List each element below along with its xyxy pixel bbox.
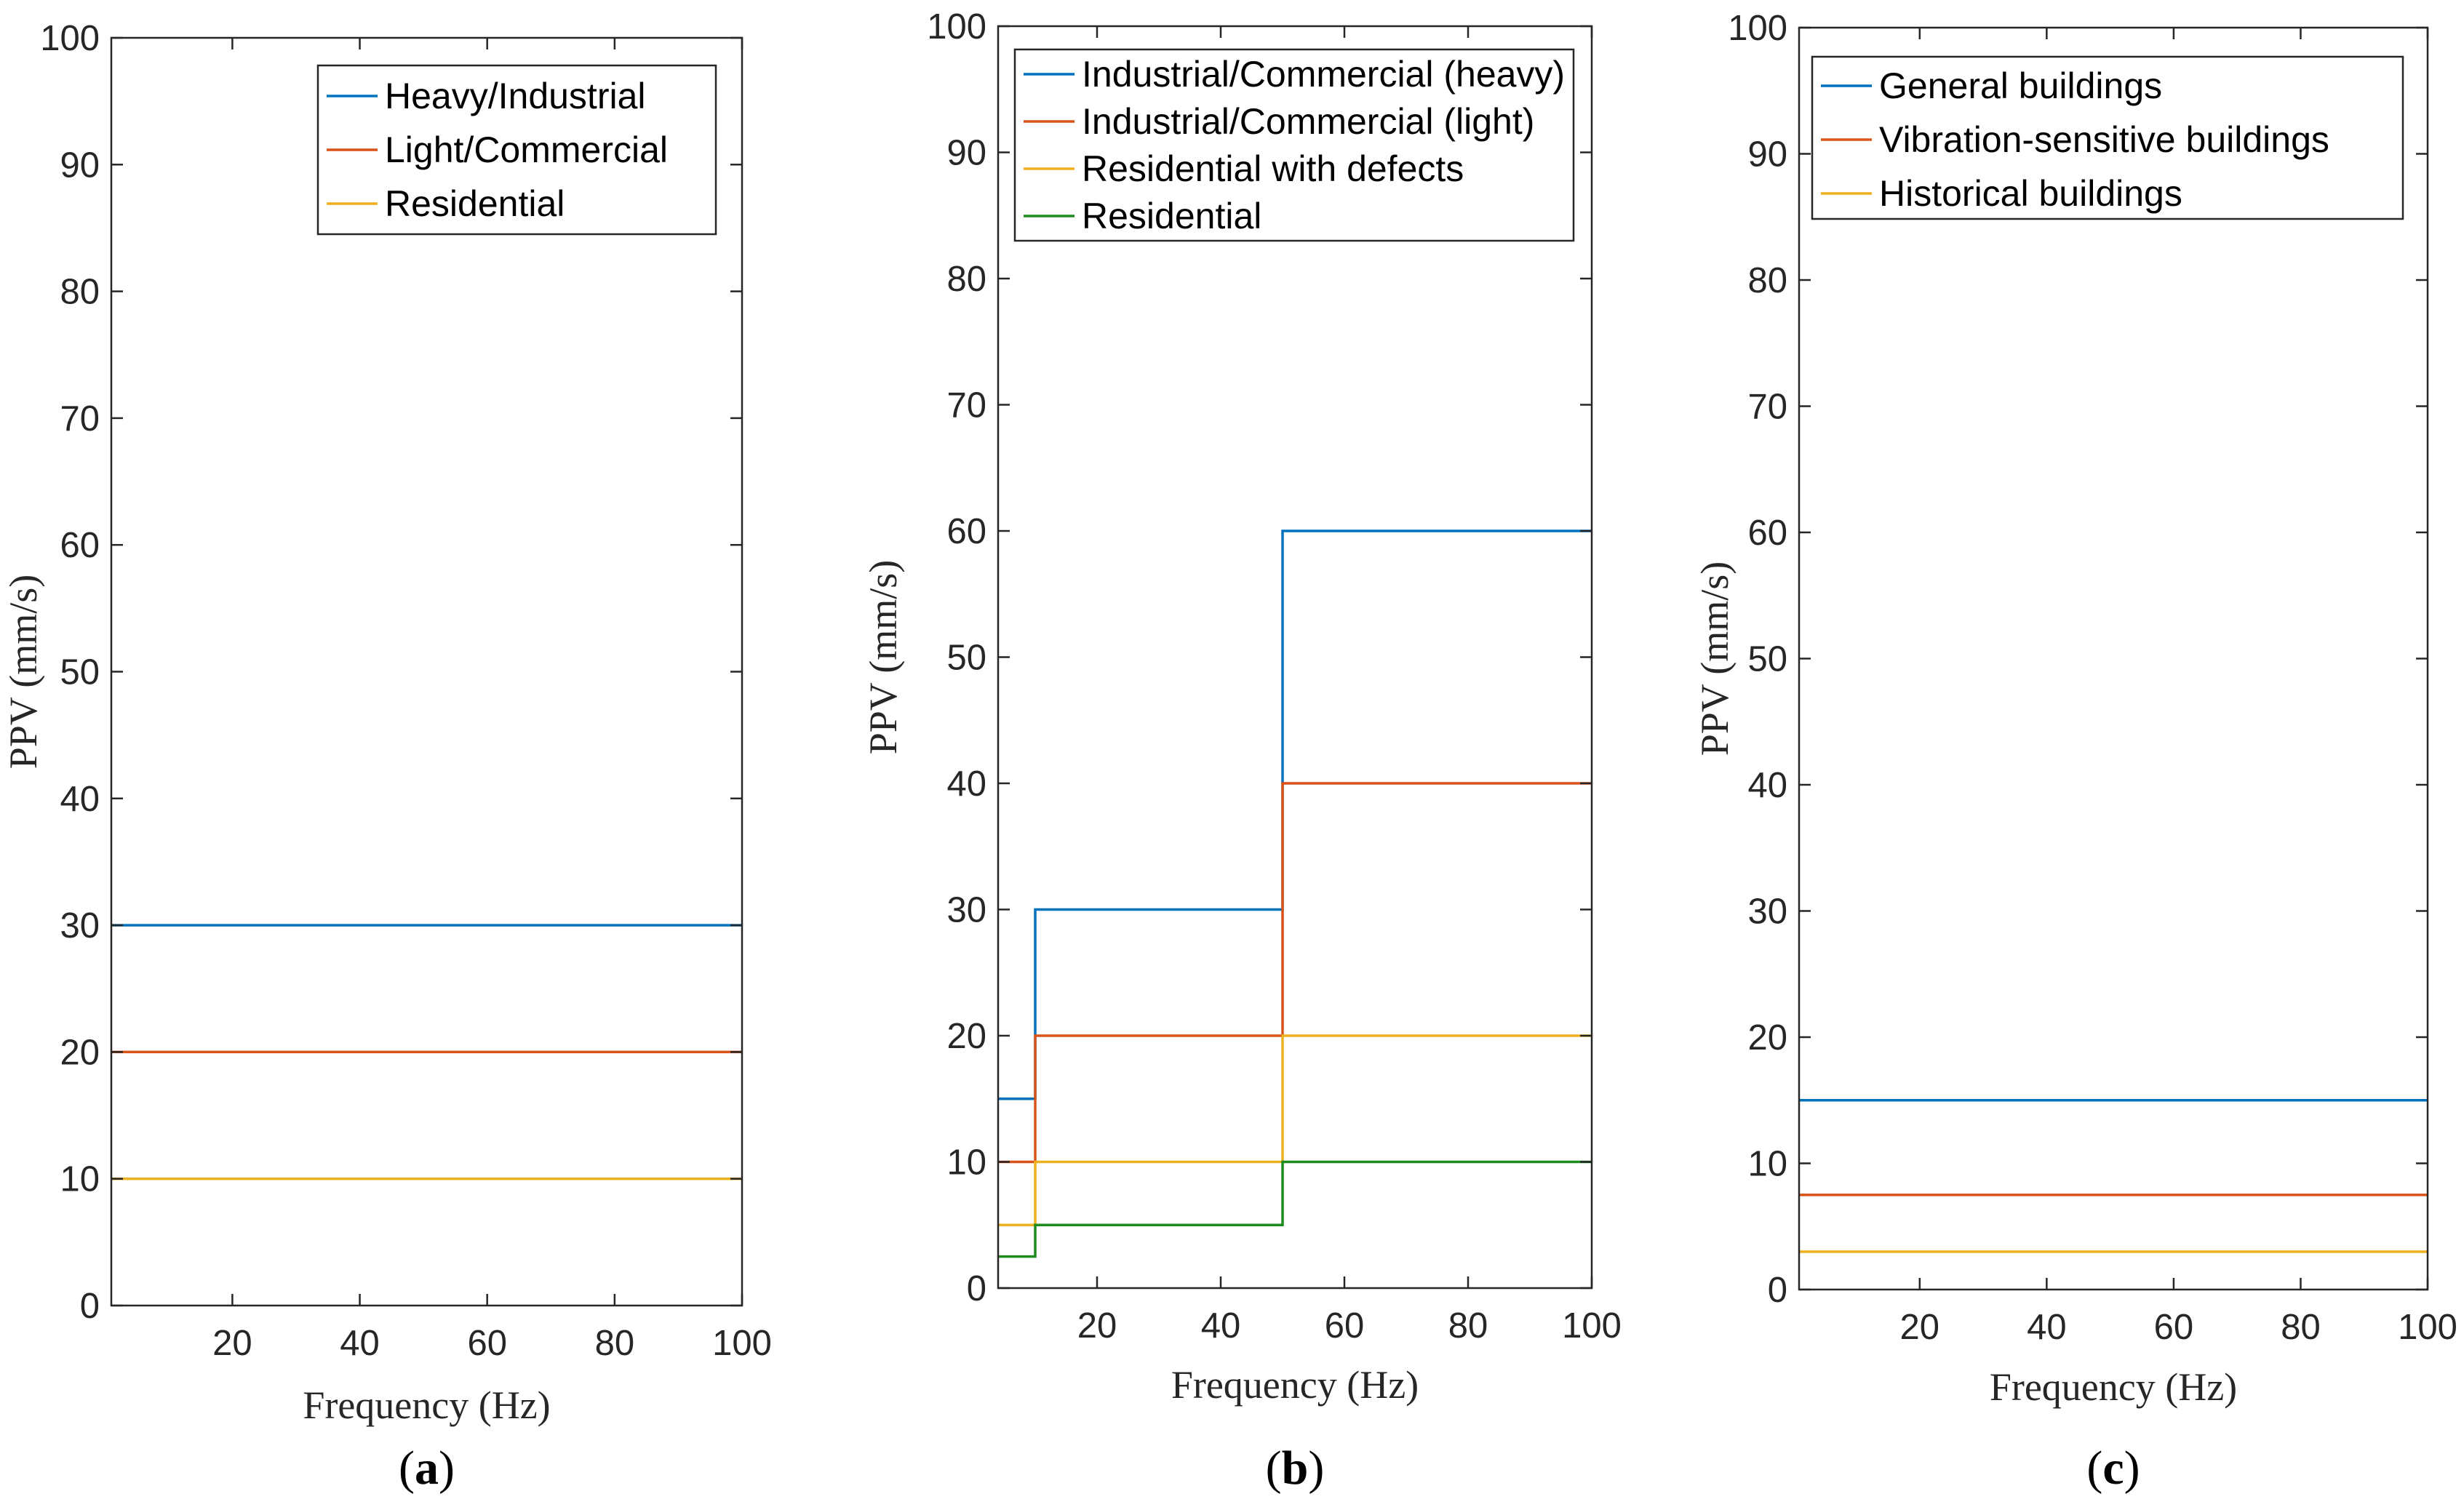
legend-entry: Historical buildings bbox=[1879, 173, 2182, 214]
y-tick-label: 30 bbox=[1747, 892, 1787, 932]
panel-caption: (c) bbox=[2086, 1442, 2140, 1495]
x-tick-label: 100 bbox=[1562, 1306, 1622, 1346]
series-line-2-2 bbox=[998, 782, 1592, 1164]
chart-panel-1: 0 10 20 30 40 50 60 70 80 90 100 20 40 60 80 100 Frequen… bbox=[1, 19, 772, 1495]
x-tick-label: 80 bbox=[2281, 1308, 2321, 1347]
x-axis-label: Frequency (Hz) bbox=[1171, 1363, 1419, 1407]
x-tick-label: 20 bbox=[1900, 1308, 1940, 1347]
y-tick-label: 40 bbox=[60, 780, 100, 819]
legend: Heavy/Industrial Light/Commercial Resident… bbox=[316, 64, 717, 236]
y-tick-label: 50 bbox=[1747, 640, 1787, 679]
chart-panel-3: 0 10 20 30 40 50 60 70 80 90 100 20 40 60 80 100 Frequen… bbox=[1693, 9, 2457, 1495]
legend-entry: Light/Commercial bbox=[385, 129, 668, 170]
x-tick-label: 60 bbox=[467, 1324, 507, 1363]
legend-entry: Residential with defects bbox=[1082, 148, 1464, 189]
y-tick-label: 70 bbox=[1747, 388, 1787, 427]
x-tick-label: 80 bbox=[1448, 1306, 1488, 1346]
legend-entry: General buildings bbox=[1879, 65, 2162, 106]
y-tick-label: 60 bbox=[946, 512, 986, 551]
panel-caption: (a) bbox=[399, 1442, 455, 1495]
panel-caption: (b) bbox=[1266, 1442, 1325, 1495]
panel-caption-letter: c bbox=[2102, 1442, 2124, 1495]
y-tick-label: 40 bbox=[1747, 766, 1787, 805]
y-tick-label: 80 bbox=[1747, 261, 1787, 300]
y-tick-label: 80 bbox=[946, 260, 986, 299]
y-axis-label: PPV (mm/s) bbox=[1693, 561, 1737, 756]
y-tick-label: 20 bbox=[60, 1033, 100, 1072]
y-tick-label: 0 bbox=[80, 1287, 100, 1326]
chart-panel-2: 0 10 20 30 40 50 60 70 80 90 100 20 40 60 80 100 Frequen… bbox=[861, 7, 1622, 1495]
y-tick-label: 70 bbox=[946, 386, 986, 425]
legend: General buildings Vibration-sensitive bui… bbox=[1811, 55, 2404, 220]
y-tick-label: 80 bbox=[60, 273, 100, 312]
legend-entry: Residential bbox=[1082, 196, 1261, 236]
y-tick-label: 40 bbox=[946, 764, 986, 804]
x-tick-label: 20 bbox=[1077, 1306, 1117, 1346]
y-tick-label: 50 bbox=[60, 653, 100, 692]
y-tick-label: 50 bbox=[946, 639, 986, 678]
y-tick-label: 10 bbox=[946, 1143, 986, 1183]
y-tick-label: 10 bbox=[1747, 1145, 1787, 1184]
y-tick-label: 10 bbox=[60, 1160, 100, 1199]
x-tick-label: 100 bbox=[712, 1324, 772, 1363]
x-tick-label: 60 bbox=[2154, 1308, 2194, 1347]
legend-box bbox=[1013, 48, 1575, 242]
series-line-2-3 bbox=[998, 1034, 1592, 1227]
x-tick-label: 80 bbox=[595, 1324, 635, 1363]
y-tick-label: 0 bbox=[967, 1269, 986, 1308]
y-tick-label: 90 bbox=[60, 145, 100, 185]
y-tick-label: 90 bbox=[946, 134, 986, 173]
y-axis-label: PPV (mm/s) bbox=[861, 560, 905, 755]
y-tick-label: 90 bbox=[1747, 135, 1787, 175]
x-tick-label: 40 bbox=[1201, 1306, 1241, 1346]
x-tick-label: 20 bbox=[212, 1324, 252, 1363]
x-tick-label: 100 bbox=[2398, 1308, 2457, 1347]
series-line-2-4 bbox=[998, 1160, 1592, 1258]
y-tick-label: 100 bbox=[40, 19, 100, 58]
y-tick-label: 30 bbox=[946, 891, 986, 930]
x-axis-label: Frequency (Hz) bbox=[303, 1383, 550, 1427]
legend-box bbox=[316, 64, 717, 236]
y-tick-label: 20 bbox=[1747, 1018, 1787, 1058]
y-tick-label: 0 bbox=[1768, 1271, 1787, 1310]
legend-entry: Industrial/Commercial (light) bbox=[1082, 101, 1534, 142]
y-tick-label: 30 bbox=[60, 906, 100, 946]
y-tick-label: 60 bbox=[60, 526, 100, 565]
y-tick-label: 100 bbox=[927, 7, 986, 47]
y-tick-label: 70 bbox=[60, 399, 100, 439]
legend-box bbox=[1811, 55, 2404, 220]
legend-entry: Vibration-sensitive buildings bbox=[1879, 119, 2329, 160]
x-tick-label: 60 bbox=[1325, 1306, 1365, 1346]
series-line-2-1 bbox=[998, 529, 1592, 1100]
x-tick-label: 40 bbox=[2027, 1308, 2067, 1347]
x-axis-label: Frequency (Hz) bbox=[1990, 1365, 2237, 1409]
y-tick-label: 20 bbox=[946, 1017, 986, 1056]
y-tick-label: 100 bbox=[1728, 9, 1787, 48]
y-axis-label: PPV (mm/s) bbox=[1, 575, 45, 770]
panel-caption-letter: b bbox=[1282, 1442, 1309, 1495]
y-tick-label: 60 bbox=[1747, 513, 1787, 553]
legend: Industrial/Commercial (heavy) Industrial/… bbox=[1013, 48, 1575, 242]
legend-entry: Residential bbox=[385, 183, 565, 224]
legend-entry: Industrial/Commercial (heavy) bbox=[1082, 54, 1565, 95]
legend-entry: Heavy/Industrial bbox=[385, 76, 646, 116]
panel-caption-letter: a bbox=[415, 1442, 439, 1495]
x-tick-label: 40 bbox=[340, 1324, 380, 1363]
